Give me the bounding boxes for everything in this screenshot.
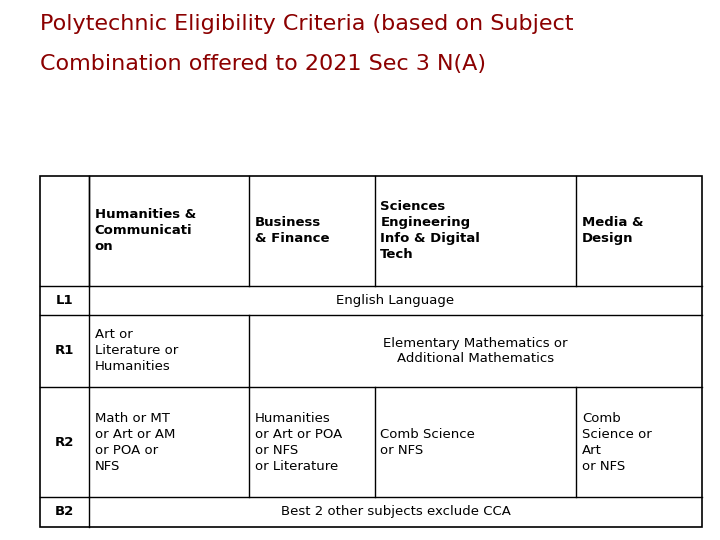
Text: Business
& Finance: Business & Finance [255, 216, 329, 245]
Text: English Language: English Language [336, 294, 454, 307]
Text: Polytechnic Eligibility Criteria (based on Subject: Polytechnic Eligibility Criteria (based … [40, 14, 573, 33]
Text: B2: B2 [55, 505, 74, 518]
Text: Comb
Science or
Art
or NFS: Comb Science or Art or NFS [582, 412, 652, 473]
Text: Sciences
Engineering
Info & Digital
Tech: Sciences Engineering Info & Digital Tech [380, 200, 480, 261]
Bar [40, 176, 702, 526]
Text: Comb Science
or NFS: Comb Science or NFS [380, 428, 475, 457]
Text: L1: L1 [55, 294, 73, 307]
Text: Art or
Literature or
Humanities: Art or Literature or Humanities [95, 328, 178, 374]
Text: R2: R2 [55, 436, 74, 449]
Text: Humanities
or Art or POA
or NFS
or Literature: Humanities or Art or POA or NFS or Liter… [255, 412, 342, 473]
Text: Media &
Design: Media & Design [582, 216, 644, 245]
Text: Humanities &
Communicati
on: Humanities & Communicati on [95, 208, 196, 253]
Text: Math or MT
or Art or AM
or POA or
NFS: Math or MT or Art or AM or POA or NFS [95, 412, 175, 473]
Text: R1: R1 [55, 345, 74, 357]
Text: Combination offered to 2021 Sec 3 N(A): Combination offered to 2021 Sec 3 N(A) [40, 54, 485, 74]
Text: Best 2 other subjects exclude CCA: Best 2 other subjects exclude CCA [281, 505, 510, 518]
Text: Elementary Mathematics or
Additional Mathematics: Elementary Mathematics or Additional Mat… [383, 336, 568, 366]
